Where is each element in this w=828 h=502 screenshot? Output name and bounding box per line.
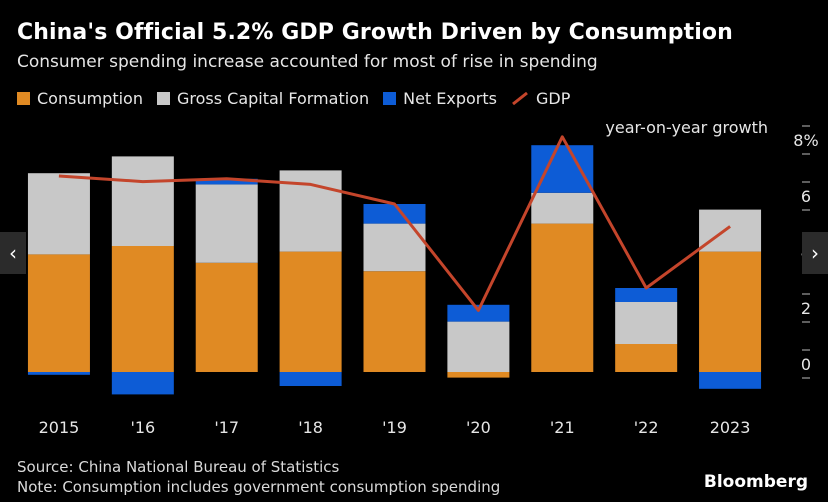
bar-net-exports-2023 xyxy=(699,372,762,389)
legend-swatch-gross-capital-formation xyxy=(156,92,170,105)
bar-consumption-17 xyxy=(195,262,258,372)
bar-gross-capital-formation-21 xyxy=(531,192,594,224)
bar-gross-capital-formation-2023 xyxy=(699,209,762,252)
legend-label-gdp: GDP xyxy=(535,89,571,108)
bar-gross-capital-formation-22 xyxy=(615,302,678,344)
x-tick-label: 2015 xyxy=(39,418,80,437)
x-tick-label: 2023 xyxy=(710,418,751,437)
legend-item-gdp: GDP xyxy=(511,89,570,108)
bar-net-exports-16 xyxy=(111,372,174,395)
next-chevron-icon[interactable]: › xyxy=(802,232,828,274)
bar-gross-capital-formation-16 xyxy=(111,156,174,246)
legend-label-consumption: Consumption xyxy=(37,89,143,108)
bar-net-exports-17 xyxy=(195,178,258,185)
x-tick-label: '17 xyxy=(214,418,239,437)
bar-consumption-21 xyxy=(531,223,594,372)
bloomberg-logo: Bloomberg xyxy=(703,472,808,492)
y-tick-label: 8% xyxy=(793,131,818,150)
bar-consumption-16 xyxy=(111,246,174,372)
y-tick-label: 2 xyxy=(801,299,811,318)
x-tick-label: '20 xyxy=(466,418,491,437)
bar-consumption-2023 xyxy=(699,251,762,372)
x-tick-label: '21 xyxy=(550,418,575,437)
chart-source: Source: China National Bureau of Statist… xyxy=(17,458,340,476)
legend-label-net-exports: Net Exports xyxy=(403,89,497,108)
legend-item-consumption: Consumption xyxy=(17,89,143,108)
bar-consumption-20 xyxy=(447,372,510,378)
legend-label-gross-capital-formation: Gross Capital Formation xyxy=(176,89,370,108)
chart-title: China's Official 5.2% GDP Growth Driven … xyxy=(17,20,733,45)
bar-net-exports-18 xyxy=(279,372,342,386)
x-tick-label: '18 xyxy=(298,418,323,437)
bar-net-exports-21 xyxy=(531,145,594,193)
bar-consumption-22 xyxy=(615,344,678,372)
legend-item-net-exports: Net Exports xyxy=(383,89,497,108)
legend-swatch-net-exports xyxy=(383,92,397,105)
bar-net-exports-22 xyxy=(615,288,678,302)
y-axis-label: year-on-year growth xyxy=(605,118,768,137)
x-tick-label: '22 xyxy=(634,418,659,437)
bar-consumption-2015 xyxy=(27,254,90,372)
chart-subtitle: Consumer spending increase accounted for… xyxy=(17,52,598,72)
y-tick-label: 0 xyxy=(801,355,811,374)
bar-consumption-19 xyxy=(363,271,426,372)
y-tick-label: 6 xyxy=(801,187,811,206)
chart-note: Note: Consumption includes government co… xyxy=(17,478,501,496)
legend-item-gross-capital-formation: Gross Capital Formation xyxy=(156,89,370,108)
bar-net-exports-19 xyxy=(363,204,426,224)
bar-gross-capital-formation-20 xyxy=(447,321,510,372)
bar-gross-capital-formation-17 xyxy=(195,184,258,263)
bar-gross-capital-formation-2015 xyxy=(27,173,90,255)
chart-legend: Consumption Gross Capital Formation Net … xyxy=(17,89,584,108)
bar-net-exports-2015 xyxy=(27,372,90,375)
bar-consumption-18 xyxy=(279,251,342,372)
previous-chevron-icon[interactable]: ‹ xyxy=(0,232,26,274)
gdp-line xyxy=(58,135,731,312)
legend-swatch-gdp xyxy=(512,92,528,105)
legend-swatch-consumption xyxy=(17,92,30,105)
bar-net-exports-20 xyxy=(447,304,510,322)
x-tick-label: '16 xyxy=(130,418,155,437)
x-tick-label: '19 xyxy=(382,418,407,437)
